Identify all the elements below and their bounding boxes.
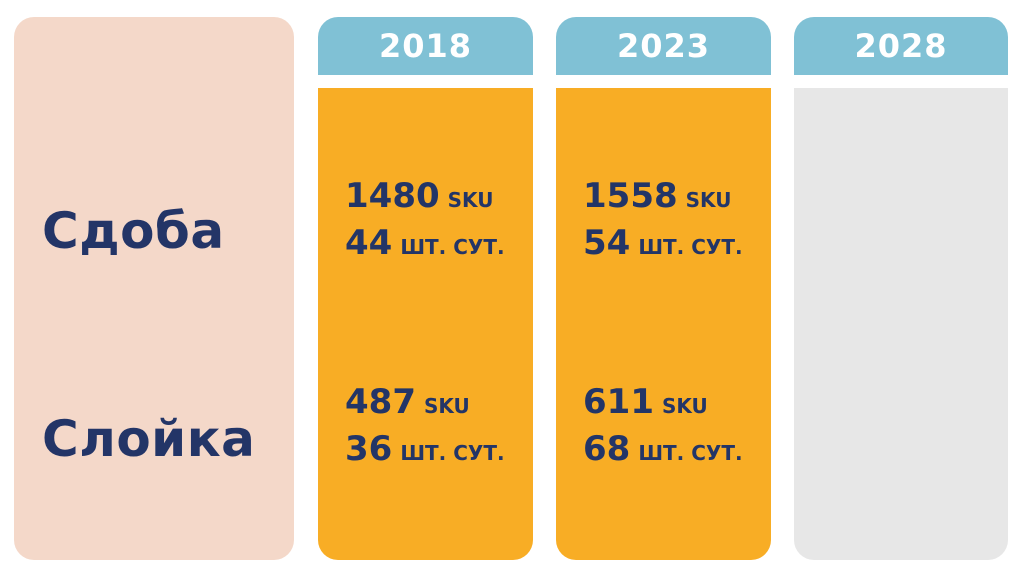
- daily-unit: ШТ. СУТ.: [400, 441, 505, 465]
- sku-value: 487: [345, 382, 416, 422]
- daily-unit: ШТ. СУТ.: [400, 235, 505, 259]
- daily-value: 36: [345, 429, 393, 469]
- daily-unit: ШТ. СУТ.: [638, 235, 743, 259]
- column-body-2023: 1558 SKU 54 ШТ. СУТ. 611 SKU 68 ШТ. СУТ.: [556, 88, 771, 560]
- cell-2023-sloyka: 611 SKU 68 ШТ. СУТ.: [583, 382, 743, 476]
- sku-unit: SKU: [447, 188, 494, 212]
- column-body-2018: 1480 SKU 44 ШТ. СУТ. 487 SKU 36 ШТ. СУТ.: [318, 88, 533, 560]
- row-label-sloyka: Слойка: [42, 410, 256, 468]
- column-header-2028: 2028: [794, 17, 1008, 75]
- cell-2018-sloyka: 487 SKU 36 ШТ. СУТ.: [345, 382, 505, 476]
- cell-2023-sdoba: 1558 SKU 54 ШТ. СУТ.: [583, 176, 743, 270]
- daily-value: 68: [583, 429, 631, 469]
- column-body-2028: [794, 88, 1008, 560]
- cell-2018-sdoba: 1480 SKU 44 ШТ. СУТ.: [345, 176, 505, 270]
- sku-unit: SKU: [685, 188, 732, 212]
- column-header-2018: 2018: [318, 17, 533, 75]
- daily-unit: ШТ. СУТ.: [638, 441, 743, 465]
- daily-value: 44: [345, 223, 393, 263]
- daily-value: 54: [583, 223, 631, 263]
- sku-value: 1558: [583, 176, 678, 216]
- sku-value: 611: [583, 382, 654, 422]
- row-label-sdoba: Сдоба: [42, 202, 225, 260]
- row-labels-panel: Сдоба Слойка: [14, 17, 294, 560]
- sku-value: 1480: [345, 176, 440, 216]
- sku-unit: SKU: [661, 394, 708, 418]
- sku-unit: SKU: [423, 394, 470, 418]
- column-header-2023: 2023: [556, 17, 771, 75]
